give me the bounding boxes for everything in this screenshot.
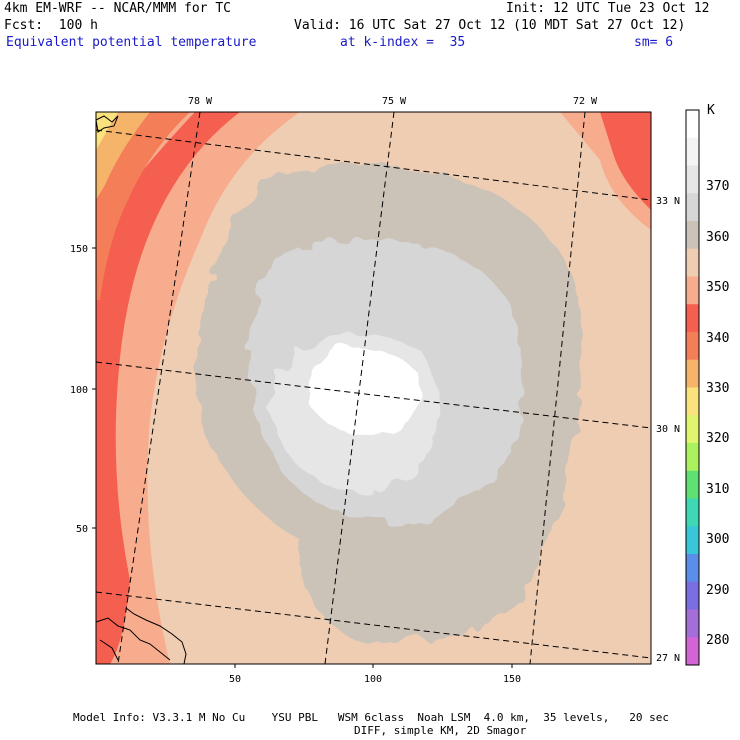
model-title: 4km EM-WRF -- NCAR/MMM for TC bbox=[4, 1, 231, 16]
colorbar-label: 320 bbox=[706, 431, 730, 446]
smoothing-info: sm= 6 bbox=[634, 35, 674, 50]
colorbar-swatch bbox=[686, 137, 699, 166]
forecast-hour: Fcst: 100 h bbox=[4, 18, 98, 33]
red-band bbox=[96, 112, 240, 664]
light-orange-band bbox=[96, 112, 150, 200]
x-tick-label: 50 bbox=[229, 674, 241, 685]
x-ticks bbox=[92, 247, 513, 668]
lat-label: 27 N bbox=[656, 653, 680, 664]
colorbar bbox=[685, 109, 700, 666]
colorbar-label: 330 bbox=[706, 381, 730, 396]
colorbar-label: 360 bbox=[706, 230, 730, 245]
colorbar-label: 370 bbox=[706, 179, 730, 194]
lat-label: 33 N bbox=[656, 196, 680, 207]
lon-label: 75 W bbox=[382, 96, 407, 107]
colorbar-swatch bbox=[686, 415, 699, 444]
colorbar-swatch bbox=[686, 110, 699, 139]
colorbar-label: 300 bbox=[706, 532, 730, 547]
model-info-2: DIFF, simple KM, 2D Smagor bbox=[354, 724, 527, 737]
coastline-north bbox=[95, 115, 119, 133]
map-plot: 50 100 150 150 100 50 78 W 75 W 72 W 33 … bbox=[70, 96, 700, 685]
colorbar-swatch bbox=[686, 359, 699, 388]
colorbar-swatch bbox=[686, 443, 699, 472]
colorbar-swatch bbox=[686, 165, 699, 194]
y-tick-label: 50 bbox=[76, 524, 88, 535]
colorbar-swatch bbox=[686, 526, 699, 555]
colorbar-label: 280 bbox=[706, 633, 730, 648]
colorbar-swatch bbox=[686, 554, 699, 583]
y-tick-label: 100 bbox=[70, 385, 88, 396]
colorbar-swatch bbox=[686, 581, 699, 610]
orange-band bbox=[96, 112, 190, 300]
lon-label: 78 W bbox=[188, 96, 213, 107]
colorbar-frame bbox=[685, 109, 700, 666]
y-tick-label: 150 bbox=[70, 244, 88, 255]
colorbar-swatch bbox=[686, 332, 699, 361]
colorbar-swatch bbox=[686, 193, 699, 222]
colorbar-swatch bbox=[686, 637, 699, 666]
warm-band-outer bbox=[96, 112, 300, 664]
level-info: at k-index = 35 bbox=[340, 35, 466, 50]
east-red-strip bbox=[600, 112, 651, 210]
lat-lon-grid bbox=[95, 111, 652, 665]
colorbar-swatch bbox=[686, 276, 699, 305]
lat-label: 30 N bbox=[656, 424, 680, 435]
coastline-bahamas bbox=[95, 607, 187, 665]
valid-time: Valid: 16 UTC Sat 27 Oct 12 (10 MDT Sat … bbox=[294, 18, 686, 33]
colorbar-unit: K bbox=[707, 103, 715, 118]
colorbar-swatch bbox=[686, 248, 699, 277]
colorbar-swatch bbox=[686, 387, 699, 416]
colorbar-label: 340 bbox=[706, 331, 730, 346]
init-time: Init: 12 UTC Tue 23 Oct 12 bbox=[506, 1, 710, 16]
colorbar-swatch bbox=[686, 470, 699, 499]
eye-region bbox=[308, 347, 422, 434]
field-name: Equivalent potential temperature bbox=[6, 35, 257, 50]
x-tick-label: 150 bbox=[503, 674, 521, 685]
shaded-field bbox=[96, 112, 651, 664]
colorbar-label: 290 bbox=[706, 583, 730, 598]
colorbar-swatch bbox=[686, 498, 699, 527]
colorbar-label: 310 bbox=[706, 482, 730, 497]
colorbar-swatch bbox=[686, 304, 699, 333]
model-info: Model Info: V3.3.1 M No Cu YSU PBL WSM 6… bbox=[73, 711, 670, 724]
colorbar-label: 350 bbox=[706, 280, 730, 295]
x-tick-label: 100 bbox=[364, 674, 382, 685]
colorbar-swatch bbox=[686, 609, 699, 638]
colorbar-swatch bbox=[686, 221, 699, 250]
lon-label: 72 W bbox=[573, 96, 598, 107]
